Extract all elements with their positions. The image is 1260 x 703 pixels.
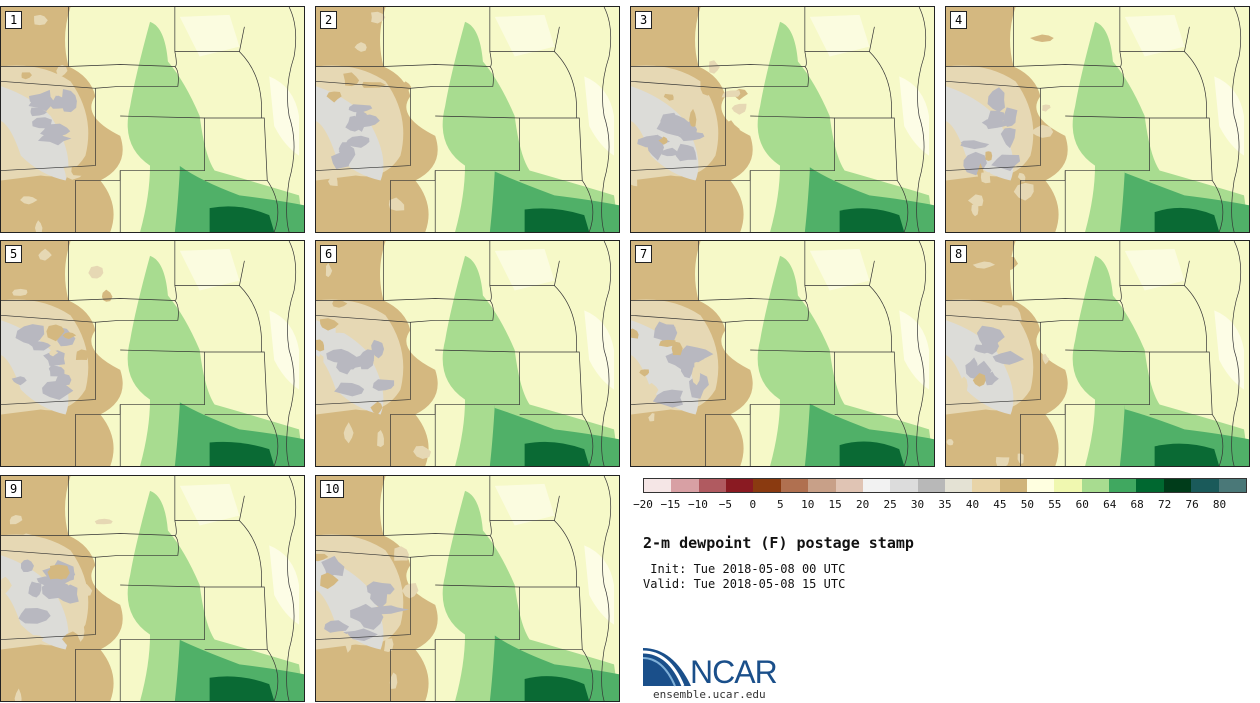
colorbar-tick-label: 20 — [856, 498, 870, 511]
colorbar-swatch — [671, 479, 699, 492]
member-panel-7: 7 — [630, 240, 935, 467]
colorbar-swatch — [1163, 479, 1192, 492]
member-panel-3: 3 — [630, 6, 935, 233]
colorbar-tick-label: −5 — [718, 498, 732, 511]
panel-number: 1 — [5, 11, 23, 29]
colorbar-tick-label: −15 — [660, 498, 681, 511]
member-panel-10: 10 — [315, 475, 620, 702]
colorbar-tick-label: 50 — [1020, 498, 1034, 511]
colorbar-swatch — [1109, 479, 1137, 492]
colorbar-tick-label: 80 — [1212, 498, 1227, 511]
panel-number: 8 — [950, 245, 968, 263]
ncar-logo-icon — [643, 648, 691, 687]
colorbar-swatch — [644, 479, 672, 492]
colorbar-swatch — [890, 479, 918, 492]
member-panel-4: 4 — [945, 6, 1250, 233]
colorbar-swatch — [999, 479, 1028, 492]
dewpoint-map — [946, 7, 1249, 232]
dewpoint-map — [316, 476, 619, 701]
member-panel-5: 5 — [0, 240, 305, 467]
colorbar-tick-label: 0 — [749, 498, 757, 511]
colorbar-tick-label: 25 — [883, 498, 897, 511]
colorbar-swatch — [862, 479, 891, 492]
colorbar-ticks: −20 −15 −10 −5 0 5 10 15 20 25 30 35 40 45 50 55 60 64 68 7… — [0, 498, 1260, 512]
colorbar-tick-label: 10 — [801, 498, 815, 511]
colorbar-tick-label: 45 — [993, 498, 1007, 511]
dewpoint-map — [1, 241, 304, 466]
colorbar-tick-label: 76 — [1185, 498, 1199, 511]
figure-title: 2-m dewpoint (F) postage stamp — [643, 534, 914, 552]
panel-number: 10 — [320, 480, 345, 498]
colorbar-swatch — [1191, 479, 1219, 492]
colorbar-tick-label: 5 — [776, 498, 784, 511]
dewpoint-map — [631, 241, 934, 466]
colorbar-swatch — [698, 479, 727, 492]
colorbar-swatch — [726, 479, 754, 492]
logo-text: NCAR — [690, 654, 778, 690]
dewpoint-map — [631, 7, 934, 232]
dewpoint-map — [1, 476, 304, 701]
colorbar-swatch — [753, 479, 781, 492]
panel-number: 4 — [950, 11, 968, 29]
panel-number: 5 — [5, 245, 23, 263]
member-panel-1: 1 — [0, 6, 305, 233]
member-panel-2: 2 — [315, 6, 620, 233]
colorbar-tick-label: −10 — [687, 498, 708, 511]
colorbar-tick-label: 64 — [1103, 498, 1117, 511]
colorbar-swatch — [944, 479, 973, 492]
colorbar-tick-label: 35 — [938, 498, 952, 511]
panel-number: 6 — [320, 245, 338, 263]
colorbar-swatch — [1081, 479, 1110, 492]
colorbar-swatch — [972, 479, 1000, 492]
dewpoint-map — [1, 7, 304, 232]
member-panel-6: 6 — [315, 240, 620, 467]
member-panel-9: 9 — [0, 475, 305, 702]
init-time: Init: Tue 2018-05-08 00 UTC — [643, 562, 846, 576]
colorbar-tick-label: 30 — [910, 498, 925, 511]
member-panel-8: 8 — [945, 240, 1250, 467]
colorbar-tick-label: 60 — [1075, 498, 1089, 511]
logo-url: ensemble.ucar.edu — [653, 688, 766, 701]
panel-number: 9 — [5, 480, 23, 498]
dewpoint-map — [316, 7, 619, 232]
panel-number: 7 — [635, 245, 653, 263]
panel-number: 2 — [320, 11, 338, 29]
colorbar-swatch — [917, 479, 945, 492]
colorbar-swatch — [1218, 479, 1246, 492]
dewpoint-map — [946, 241, 1249, 466]
colorbar-tick-label: 40 — [965, 498, 980, 511]
dewpoint-map — [316, 241, 619, 466]
valid-time: Valid: Tue 2018-05-08 15 UTC — [643, 577, 846, 591]
colorbar-tick-label: −20 — [633, 498, 653, 511]
colorbar — [643, 478, 1247, 493]
colorbar-tick-label: 15 — [828, 498, 842, 511]
colorbar-tick-label: 72 — [1158, 498, 1172, 511]
panel-number: 3 — [635, 11, 653, 29]
colorbar-tick-label: 68 — [1130, 498, 1144, 511]
colorbar-swatch — [835, 479, 863, 492]
colorbar-swatch — [808, 479, 836, 492]
colorbar-swatch — [1054, 479, 1082, 492]
colorbar-swatch — [1136, 479, 1164, 492]
colorbar-swatch — [780, 479, 809, 492]
colorbar-tick-label: 55 — [1048, 498, 1062, 511]
colorbar-swatch — [1027, 479, 1055, 492]
